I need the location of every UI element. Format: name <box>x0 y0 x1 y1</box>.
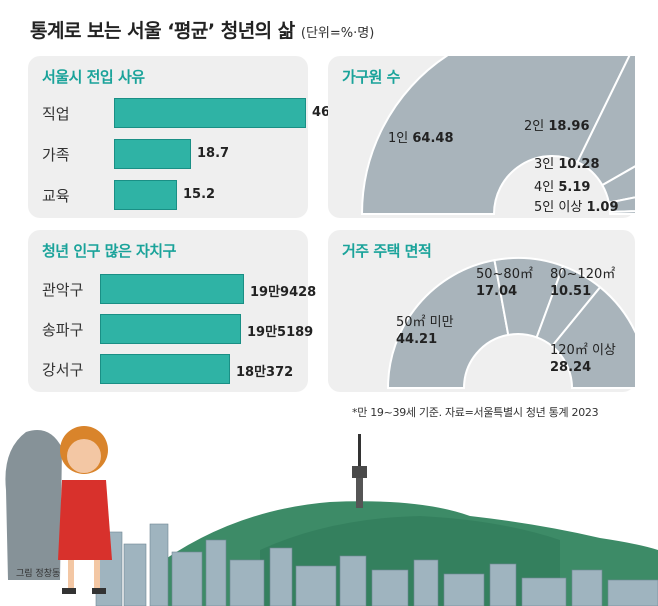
girl-figure <box>58 426 112 594</box>
bar <box>100 354 230 384</box>
bar-category-label: 강서구 <box>42 361 84 379</box>
bar-row: 관악구 19만9428 <box>28 274 316 304</box>
tower-shaft <box>356 478 363 508</box>
donut-chart-household-size <box>360 56 635 215</box>
label-cat: 120㎡ 이상 <box>550 343 616 358</box>
illustration-credit: 그림 정창동 <box>16 569 61 579</box>
tower-deck <box>352 466 367 478</box>
label-val: 18.96 <box>548 119 590 134</box>
label-val: 17.04 <box>476 284 518 299</box>
label-household-1: 1인 64.48 <box>388 130 454 147</box>
panel-title-moving-reason: 서울시 전입 사유 <box>42 68 145 86</box>
label-val: 5.19 <box>558 180 591 195</box>
shadow-figure <box>5 430 63 580</box>
panel-housing-area: 거주 주택 면적 50㎡ 미만 44.21 50~80㎡ 17.04 80~120㎡… <box>328 230 635 392</box>
bar <box>114 139 191 169</box>
bar-row: 교육 15.2 <box>28 180 308 210</box>
label-val: 28.24 <box>550 360 592 375</box>
label-cat: 50㎡ 미만 <box>396 315 454 330</box>
label-cat: 2인 <box>524 119 545 134</box>
bar-value-label: 18.7 <box>197 146 230 161</box>
bar-row: 직업46.4 <box>28 98 344 128</box>
bar <box>114 98 306 128</box>
label-val: 64.48 <box>412 131 454 146</box>
tower-antenna <box>358 434 361 468</box>
donut-chart-housing-area <box>386 257 635 389</box>
title-text: 통계로 보는 서울 ‘평균’ 청년의 삶 <box>30 20 295 42</box>
label-household-2: 2인 18.96 <box>524 118 590 135</box>
panel-household-size: 가구원 수 1인 64.48 2인 18.96 3인 10.28 4인 5.19… <box>328 56 635 218</box>
label-cat: 1인 <box>388 131 409 146</box>
bar-category-label: 관악구 <box>42 281 84 299</box>
donut-slice <box>386 258 510 389</box>
donut-slice <box>600 165 635 204</box>
bar-category-label: 송파구 <box>42 321 84 339</box>
label-household-3: 3인 10.28 <box>534 156 600 173</box>
bar-row: 강서구 18만372 <box>28 354 308 384</box>
label-area-4: 120㎡ 이상 28.24 <box>550 342 616 376</box>
donut-slice <box>550 285 635 389</box>
skyline-illustration <box>0 420 658 606</box>
bar <box>100 314 241 344</box>
bar-value-label: 19만9428 <box>250 285 317 300</box>
label-cat: 80~120㎡ <box>550 267 616 282</box>
bar-row: 가족 18.7 <box>28 139 308 169</box>
panel-district-youth: 청년 인구 많은 자치구 관악구 19만9428 송파구 19만5189 강서구 18만3… <box>28 230 316 392</box>
panel-title-housing-area: 거주 주택 면적 <box>342 242 432 260</box>
bar-category-label: 가족 <box>42 146 70 164</box>
label-household-5: 5인 이상 1.09 <box>534 199 619 216</box>
bar-value-label: 18만372 <box>236 365 294 380</box>
label-val: 10.51 <box>550 284 592 299</box>
label-cat: 4인 <box>534 180 555 195</box>
bar-value-label: 15.2 <box>183 187 216 202</box>
panel-title-household-size: 가구원 수 <box>342 68 400 86</box>
label-val: 10.28 <box>558 157 600 172</box>
label-cat: 3인 <box>534 157 555 172</box>
panel-title-district-youth: 청년 인구 많은 자치구 <box>42 242 176 260</box>
label-cat: 5인 이상 <box>534 200 583 215</box>
donut-slice <box>360 56 631 215</box>
bar <box>114 180 177 210</box>
label-cat: 50~80㎡ <box>476 267 533 282</box>
bar-category-label: 직업 <box>42 105 70 123</box>
bar-row: 송파구 19만5189 <box>28 314 313 344</box>
donut-slice <box>576 56 635 187</box>
bar-value-label: 19만5189 <box>247 325 314 340</box>
label-household-4: 4인 5.19 <box>534 179 590 196</box>
label-val: 1.09 <box>586 200 619 215</box>
label-area-2: 50~80㎡ 17.04 <box>476 266 533 300</box>
source-note: *만 19~39세 기준. 자료=서울특별시 청년 통계 2023 <box>352 406 599 419</box>
unit-note: (단위=%·명) <box>300 26 375 41</box>
bar <box>100 274 244 304</box>
label-area-3: 80~120㎡ 10.51 <box>550 266 615 300</box>
page-title: 통계로 보는 서울 ‘평균’ 청년의 삶 (단위=%·명) <box>30 16 374 43</box>
label-val: 44.21 <box>396 332 438 347</box>
bar-category-label: 교육 <box>42 187 70 205</box>
label-area-1: 50㎡ 미만 44.21 <box>396 314 454 348</box>
panel-moving-reason: 서울시 전입 사유 직업46.4 가족 18.7 교육 15.2 <box>28 56 344 218</box>
donut-slice <box>608 210 635 215</box>
